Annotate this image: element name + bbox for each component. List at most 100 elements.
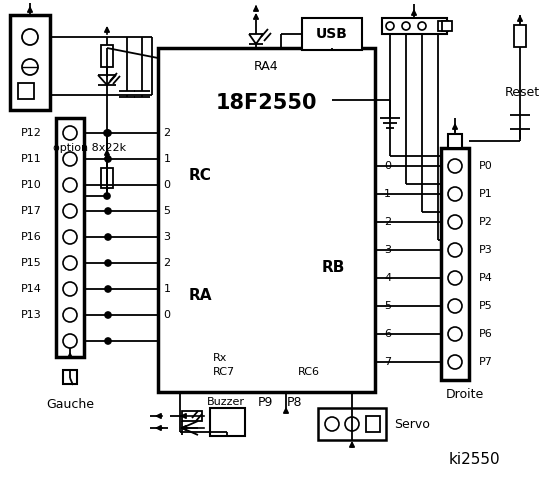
Text: USB: USB xyxy=(316,27,348,41)
Bar xyxy=(448,134,462,148)
Text: 1: 1 xyxy=(164,284,170,294)
Text: Gauche: Gauche xyxy=(46,398,94,411)
Text: P12: P12 xyxy=(21,128,42,138)
Circle shape xyxy=(105,182,111,188)
Text: Servo: Servo xyxy=(394,418,430,431)
Circle shape xyxy=(448,187,462,201)
Text: 1: 1 xyxy=(164,154,170,164)
Text: RC: RC xyxy=(189,168,211,182)
Text: 6: 6 xyxy=(384,329,391,339)
Text: P13: P13 xyxy=(21,310,42,320)
Circle shape xyxy=(63,178,77,192)
Circle shape xyxy=(63,256,77,270)
Bar xyxy=(210,408,245,436)
Text: RC7: RC7 xyxy=(213,367,235,377)
Text: 18F2550: 18F2550 xyxy=(216,93,317,113)
Text: 3: 3 xyxy=(384,245,391,255)
Bar xyxy=(382,18,447,34)
Text: Rx: Rx xyxy=(213,353,227,363)
Bar xyxy=(366,416,380,432)
Text: option 8x22k: option 8x22k xyxy=(54,143,127,153)
Bar xyxy=(158,48,375,392)
Circle shape xyxy=(22,59,38,75)
Text: P0: P0 xyxy=(479,161,493,171)
Circle shape xyxy=(386,22,394,30)
Text: P4: P4 xyxy=(479,273,493,283)
Circle shape xyxy=(105,260,111,266)
Circle shape xyxy=(448,355,462,369)
Bar xyxy=(438,21,448,31)
Circle shape xyxy=(448,159,462,173)
Circle shape xyxy=(63,152,77,166)
Circle shape xyxy=(104,130,110,136)
Circle shape xyxy=(63,334,77,348)
Text: P1: P1 xyxy=(479,189,493,199)
Circle shape xyxy=(325,417,339,431)
Text: P11: P11 xyxy=(21,154,42,164)
Text: RB: RB xyxy=(321,261,345,276)
Text: P3: P3 xyxy=(479,245,493,255)
Circle shape xyxy=(448,327,462,341)
Text: 0: 0 xyxy=(164,180,170,190)
Circle shape xyxy=(105,208,111,214)
Bar xyxy=(63,370,77,384)
Circle shape xyxy=(105,130,111,136)
Circle shape xyxy=(448,299,462,313)
Circle shape xyxy=(105,312,111,318)
Bar xyxy=(10,15,50,110)
Text: P10: P10 xyxy=(21,180,42,190)
Text: ki2550: ki2550 xyxy=(448,453,500,468)
Text: 2: 2 xyxy=(164,258,170,268)
Circle shape xyxy=(22,29,38,45)
Text: Droite: Droite xyxy=(446,387,484,400)
Text: 5: 5 xyxy=(164,206,170,216)
Circle shape xyxy=(105,234,111,240)
Circle shape xyxy=(105,286,111,292)
Bar xyxy=(514,25,526,47)
Text: P5: P5 xyxy=(479,301,493,311)
Text: P2: P2 xyxy=(479,217,493,227)
Text: RC6: RC6 xyxy=(298,367,320,377)
Text: P16: P16 xyxy=(21,232,42,242)
Text: P9: P9 xyxy=(257,396,273,408)
Text: 2: 2 xyxy=(384,217,391,227)
Circle shape xyxy=(104,193,110,199)
Bar xyxy=(18,83,34,99)
Bar xyxy=(318,408,386,440)
Text: P15: P15 xyxy=(21,258,42,268)
Bar xyxy=(101,168,113,188)
Text: 4: 4 xyxy=(384,273,391,283)
Text: P6: P6 xyxy=(479,329,493,339)
Text: P7: P7 xyxy=(479,357,493,367)
Circle shape xyxy=(63,230,77,244)
Text: 0: 0 xyxy=(164,310,170,320)
Text: Buzzer: Buzzer xyxy=(207,397,245,407)
Bar xyxy=(56,118,84,357)
Text: RA: RA xyxy=(188,288,212,302)
Circle shape xyxy=(63,308,77,322)
Circle shape xyxy=(402,22,410,30)
Circle shape xyxy=(418,22,426,30)
Text: Reset: Reset xyxy=(505,86,540,99)
Text: P14: P14 xyxy=(21,284,42,294)
Circle shape xyxy=(63,126,77,140)
Circle shape xyxy=(63,282,77,296)
Text: 0: 0 xyxy=(384,161,391,171)
Text: 3: 3 xyxy=(164,232,170,242)
Bar xyxy=(442,21,452,31)
Text: 2: 2 xyxy=(164,128,170,138)
Bar xyxy=(302,18,362,50)
Circle shape xyxy=(448,215,462,229)
Bar xyxy=(101,45,113,67)
Circle shape xyxy=(345,417,359,431)
Circle shape xyxy=(63,204,77,218)
Text: P17: P17 xyxy=(21,206,42,216)
Bar xyxy=(182,411,202,421)
Text: 7: 7 xyxy=(384,357,391,367)
Text: P8: P8 xyxy=(287,396,302,408)
Text: 5: 5 xyxy=(384,301,391,311)
Text: RA4: RA4 xyxy=(254,60,279,72)
Text: 1: 1 xyxy=(384,189,391,199)
Bar xyxy=(441,148,469,380)
Circle shape xyxy=(105,156,111,162)
